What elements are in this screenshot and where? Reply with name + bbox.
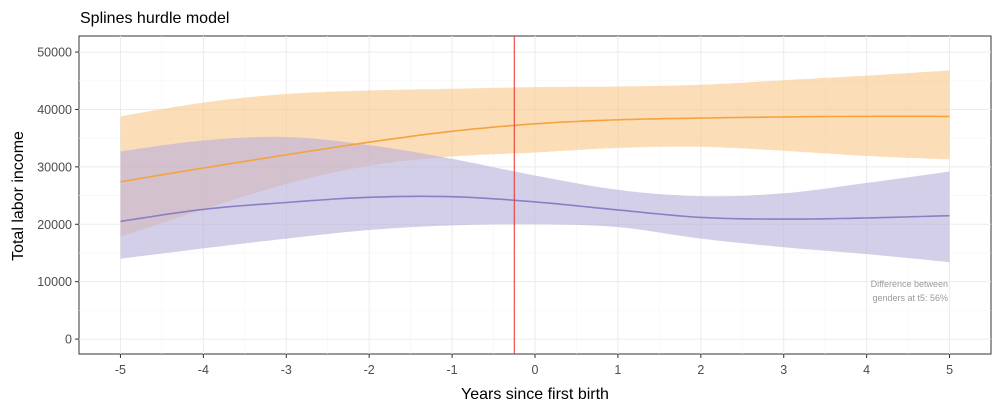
y-tick-label: 20000	[37, 218, 72, 232]
y-tick-label: 40000	[37, 103, 72, 117]
y-tick-label: 0	[65, 333, 72, 347]
annotation: Difference between genders at t5: 56%	[871, 279, 948, 303]
x-tick-label: -4	[198, 363, 209, 377]
confidence-ribbon-0	[120, 70, 950, 237]
x-tick-label: -3	[281, 363, 292, 377]
x-tick-label: -1	[447, 363, 458, 377]
y-axis-title: Total labor income	[10, 131, 27, 261]
x-axis-title: Years since first birth	[461, 386, 609, 403]
y-tick-label: 30000	[37, 160, 72, 174]
x-tick-label: 3	[780, 363, 787, 377]
annotation-line-2: genders at t5: 56%	[872, 293, 948, 303]
x-tick-label: -5	[115, 363, 126, 377]
x-tick-label: 1	[614, 363, 621, 377]
confidence-ribbons	[120, 70, 950, 263]
axis-ticks: -5 -4 -3 -2 -1 0 1 2 3 4 5 0 10000 20000 30000 40000 500…	[37, 46, 953, 377]
chart-title: Splines hurdle model	[80, 10, 229, 27]
x-tick-label: 5	[946, 363, 953, 377]
x-tick-label: 4	[863, 363, 870, 377]
confidence-ribbon-1	[120, 136, 950, 263]
series-line-0	[120, 115, 950, 183]
series-line-1	[120, 195, 950, 223]
x-tick-label: -2	[364, 363, 375, 377]
y-tick-label: 50000	[37, 46, 72, 60]
series-lines	[120, 115, 950, 223]
x-tick-label: 2	[697, 363, 704, 377]
y-tick-label: 10000	[37, 275, 72, 289]
x-tick-label: 0	[532, 363, 539, 377]
annotation-line-1: Difference between	[871, 279, 948, 289]
